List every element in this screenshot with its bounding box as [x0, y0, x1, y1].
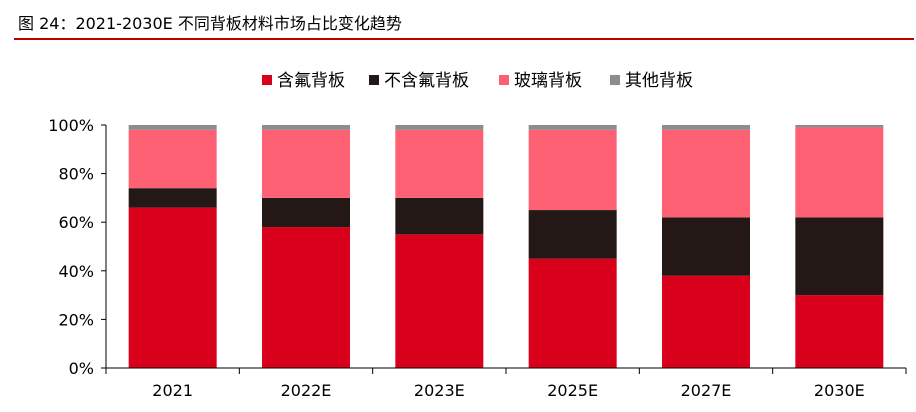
- bars: [128, 125, 884, 368]
- x-axis: 2021 2022E 2023E 2025E 2027E 2030E: [105, 367, 907, 400]
- y-tick-label-0: 0%: [69, 359, 94, 378]
- bar-1-segment-2: [262, 129, 350, 198]
- x-category-label-5: 2030E: [814, 381, 865, 400]
- y-tick-label-5: 100%: [48, 116, 94, 135]
- y-axis: 0% 20% 40% 60% 80% 100%: [48, 116, 107, 378]
- legend-swatch-1: [369, 75, 379, 85]
- bar-5-segment-2: [795, 127, 884, 218]
- legend-label-2: 玻璃背板: [514, 71, 582, 91]
- bar-0-segment-3: [128, 125, 217, 130]
- bar-4-segment-1: [662, 217, 750, 276]
- bar-2-segment-3: [395, 125, 484, 130]
- bar-0-segment-2: [128, 129, 217, 189]
- bar-5-segment-1: [795, 217, 884, 296]
- bar-0-segment-1: [128, 188, 217, 208]
- bar-3-segment-1: [528, 210, 617, 259]
- legend-swatch-2: [499, 75, 509, 85]
- y-tick-label-1: 20%: [58, 310, 94, 329]
- legend: 含氟背板 不含氟背板 玻璃背板 其他背板: [262, 71, 693, 91]
- x-category-label-1: 2022E: [281, 381, 332, 400]
- bar-2-segment-1: [395, 197, 484, 235]
- bar-4-segment-2: [662, 129, 750, 218]
- y-tick-label-4: 80%: [58, 165, 94, 184]
- bar-3-segment-0: [528, 258, 617, 368]
- legend-label-1: 不含氟背板: [384, 71, 469, 91]
- bar-2-segment-2: [395, 129, 484, 198]
- bar-0-segment-0: [128, 207, 217, 368]
- bar-1-segment-0: [262, 227, 350, 368]
- bar-5-segment-0: [795, 295, 884, 368]
- x-category-label-0: 2021: [152, 381, 193, 400]
- x-category-label-3: 2025E: [547, 381, 598, 400]
- x-category-label-4: 2027E: [681, 381, 732, 400]
- bar-4-segment-3: [662, 125, 750, 130]
- title-divider: [14, 38, 914, 40]
- bar-3-segment-3: [528, 125, 617, 130]
- bar-3-segment-2: [528, 129, 617, 211]
- bar-2-segment-0: [395, 234, 484, 368]
- legend-swatch-3: [610, 75, 620, 85]
- chart-title: 图 24：2021-2030E 不同背板材料市场占比变化趋势: [18, 14, 402, 33]
- y-tick-label-3: 60%: [58, 213, 94, 232]
- y-tick-label-2: 40%: [58, 262, 94, 281]
- legend-label-0: 含氟背板: [277, 71, 345, 91]
- legend-swatch-0: [262, 75, 272, 85]
- legend-label-3: 其他背板: [625, 71, 693, 91]
- x-category-label-2: 2023E: [414, 381, 465, 400]
- bar-4-segment-0: [662, 275, 750, 368]
- bar-5-segment-3: [795, 125, 884, 128]
- bar-1-segment-3: [262, 125, 350, 130]
- bar-1-segment-1: [262, 197, 350, 228]
